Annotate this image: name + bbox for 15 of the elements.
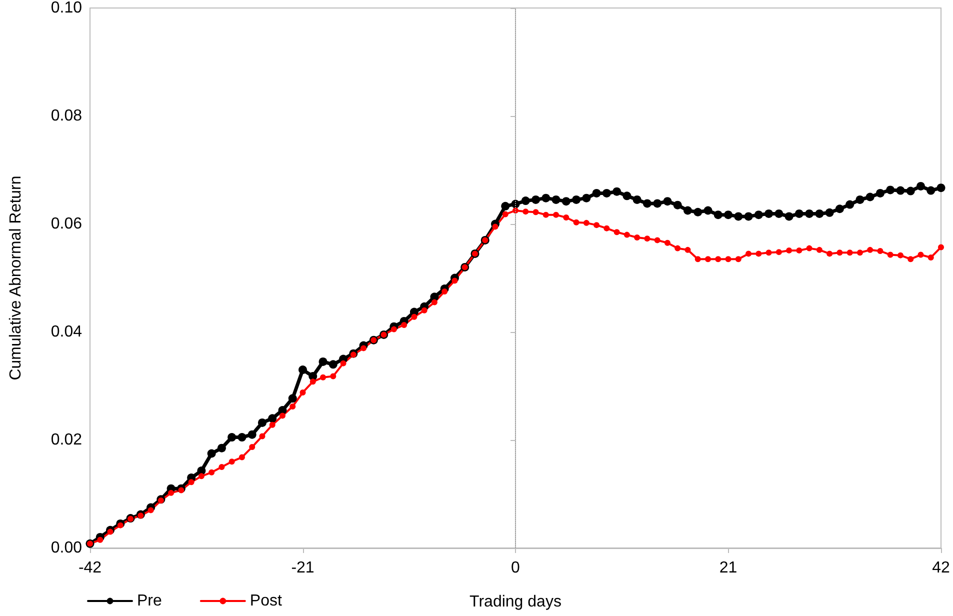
y-tick-label: 0.00 xyxy=(50,540,82,556)
x-tick-label: 42 xyxy=(932,560,950,576)
x-tick-label: 21 xyxy=(719,560,738,576)
x-tick-label: -42 xyxy=(78,560,102,576)
y-tick-label: 0.02 xyxy=(50,432,82,448)
legend-label: Pre xyxy=(137,592,162,610)
y-tick-label: 0.04 xyxy=(50,324,82,340)
legend-label: Post xyxy=(250,592,282,610)
y-axis-title: Cumulative Abnormal Return xyxy=(8,176,24,380)
y-tick-label: 0.08 xyxy=(50,108,82,124)
x-tick-label: -21 xyxy=(291,560,314,576)
y-tick-label: 0.06 xyxy=(50,216,82,232)
x-tick-label: 0 xyxy=(511,560,520,576)
x-axis-title: Trading days xyxy=(470,594,562,610)
y-tick-label: 0.10 xyxy=(50,0,82,16)
